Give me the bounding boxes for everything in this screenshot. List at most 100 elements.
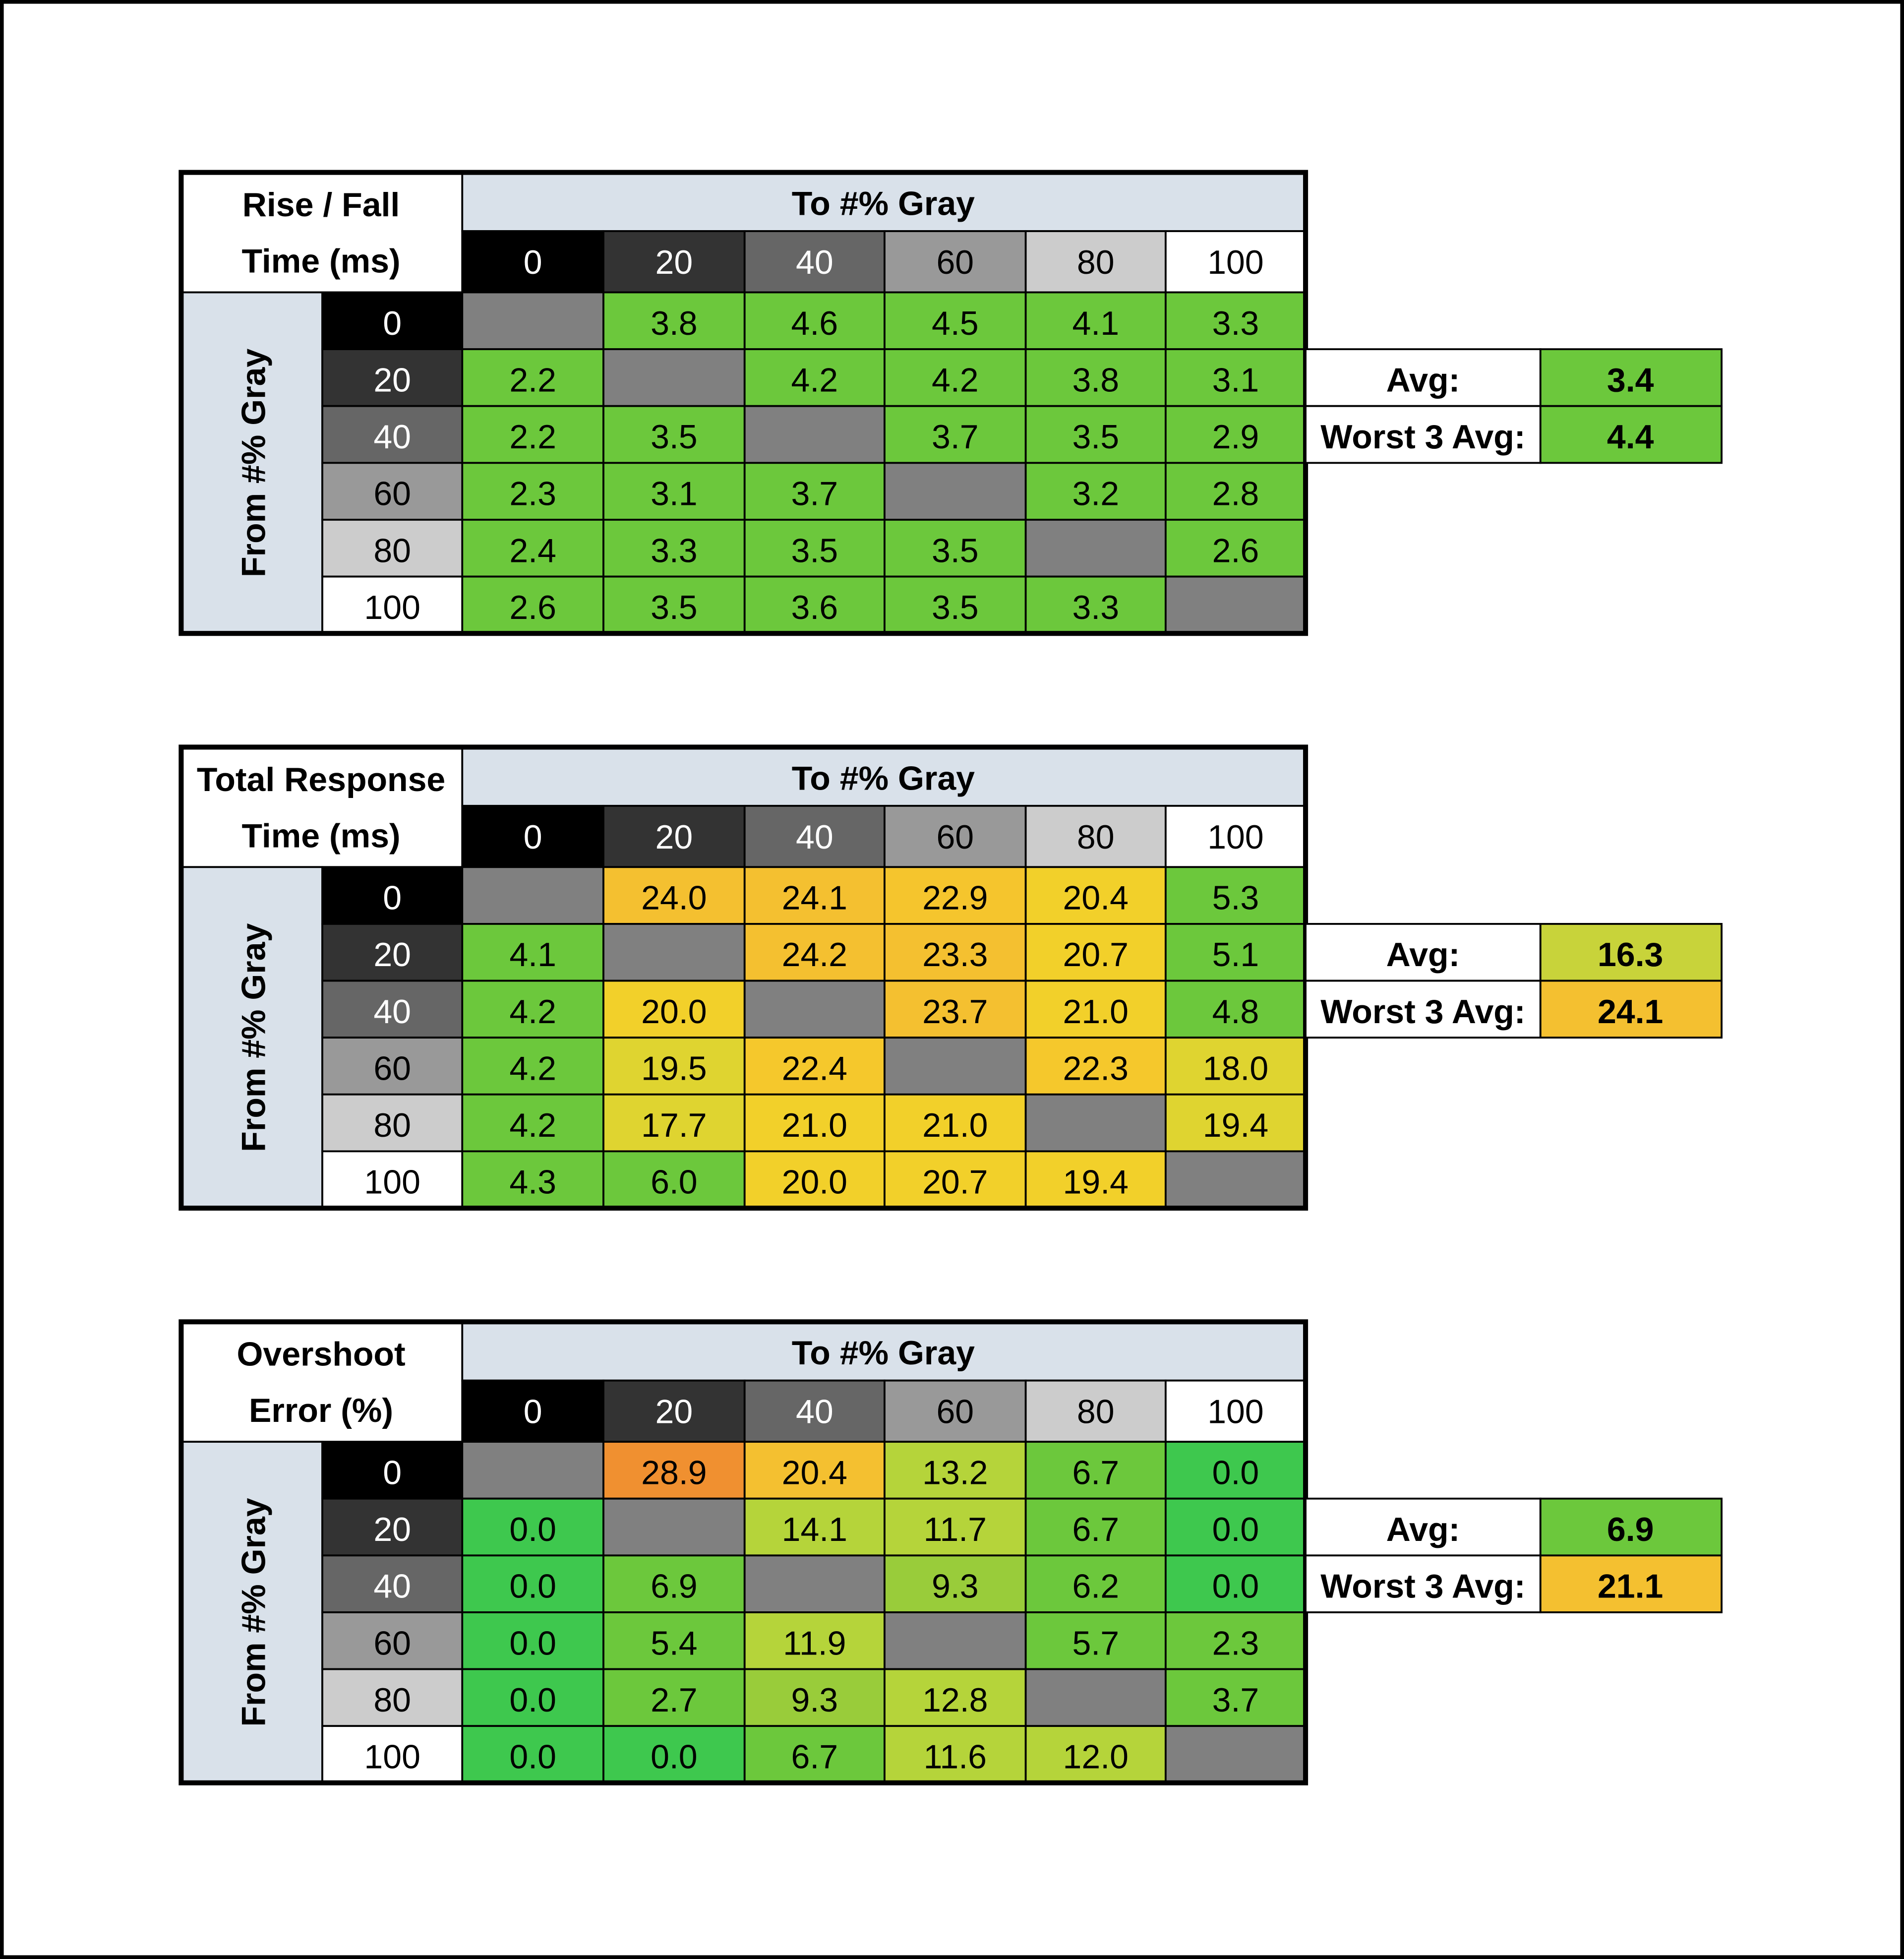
summary-label: Avg: bbox=[1386, 1511, 1460, 1548]
value-cell bbox=[1024, 291, 1167, 350]
table: Overshoot Error (%) To #% Gray 0 20 40 60 80 100… bbox=[178, 1319, 1723, 1785]
cell-value: 2.2 bbox=[509, 418, 556, 456]
cell-value: 3.1 bbox=[651, 475, 698, 513]
cell-value: 0.0 bbox=[509, 1681, 556, 1719]
column-label-cell bbox=[1164, 230, 1307, 294]
summary-label-cell bbox=[1305, 348, 1542, 407]
cell-value: 24.2 bbox=[782, 936, 847, 974]
cell-value: 21.0 bbox=[922, 1106, 988, 1144]
row-label: 0 bbox=[383, 1454, 402, 1491]
column-label-cell bbox=[743, 1379, 886, 1443]
cell-value: 24.1 bbox=[782, 879, 847, 917]
cell-value: 14.1 bbox=[782, 1511, 847, 1548]
cell-value: 4.3 bbox=[509, 1163, 556, 1201]
cell-value: 11.9 bbox=[783, 1624, 846, 1662]
row-label: 80 bbox=[373, 1106, 411, 1144]
empty-cell bbox=[743, 405, 886, 464]
cell-value: 6.7 bbox=[1072, 1511, 1119, 1548]
cell-value: 4.2 bbox=[509, 1106, 556, 1144]
cell-value: 3.3 bbox=[651, 532, 698, 569]
cell-value: 3.8 bbox=[1072, 361, 1119, 399]
cell-value: 5.3 bbox=[1212, 879, 1259, 917]
empty-cell bbox=[461, 1441, 604, 1500]
cell-value: 4.1 bbox=[509, 936, 556, 974]
table: Rise / Fall Time (ms) To #% Gray 0 20 40 60 80 1… bbox=[178, 170, 1723, 636]
summary-label: Worst 3 Avg: bbox=[1320, 1568, 1525, 1605]
summary-label-cell bbox=[1305, 405, 1542, 464]
cell-value: 3.5 bbox=[1072, 418, 1119, 456]
value-cell bbox=[743, 462, 886, 521]
value-cell bbox=[884, 1725, 1027, 1784]
cell-value: 6.7 bbox=[1072, 1454, 1119, 1491]
column-label: 100 bbox=[1207, 818, 1263, 856]
value-cell bbox=[743, 348, 886, 407]
cell-value: 6.2 bbox=[1072, 1568, 1119, 1605]
cell-value: 4.2 bbox=[509, 993, 556, 1031]
column-header: To #% Gray bbox=[792, 1334, 975, 1372]
cell-value: 0.0 bbox=[1212, 1568, 1259, 1605]
table-title: Error (%) bbox=[249, 1392, 393, 1429]
row-label-cell bbox=[321, 866, 464, 925]
value-cell bbox=[461, 575, 604, 635]
value-cell bbox=[884, 575, 1027, 635]
column-label: 40 bbox=[796, 244, 833, 281]
value-cell bbox=[743, 1037, 886, 1096]
cell-value: 12.0 bbox=[1063, 1738, 1129, 1776]
cell-value: 0.0 bbox=[1212, 1454, 1259, 1491]
row-label: 20 bbox=[373, 361, 411, 399]
row-label: 60 bbox=[373, 1049, 411, 1087]
cell-value: 0.0 bbox=[509, 1568, 556, 1605]
row-label-cell bbox=[321, 1611, 464, 1670]
column-header: To #% Gray bbox=[792, 759, 975, 797]
value-cell bbox=[1164, 1611, 1307, 1670]
column-label: 0 bbox=[524, 244, 542, 281]
cell-value: 6.7 bbox=[791, 1738, 838, 1776]
value-cell bbox=[602, 575, 746, 635]
summary-value-cell bbox=[1539, 348, 1723, 407]
empty-cell bbox=[602, 923, 746, 982]
cell-value: 3.7 bbox=[791, 475, 838, 513]
row-label: 20 bbox=[373, 936, 411, 974]
value-cell bbox=[884, 405, 1027, 464]
cell-value: 20.7 bbox=[922, 1163, 988, 1201]
summary-label: Avg: bbox=[1386, 936, 1460, 974]
column-label: 0 bbox=[524, 1393, 542, 1431]
cell-value: 2.8 bbox=[1212, 475, 1259, 513]
cell-value: 3.3 bbox=[1072, 589, 1119, 626]
column-label: 80 bbox=[1077, 244, 1115, 281]
row-header: From #% Gray bbox=[235, 1498, 272, 1726]
empty-cell bbox=[884, 1037, 1027, 1096]
cell-value: 3.8 bbox=[651, 305, 698, 342]
value-cell bbox=[1164, 348, 1307, 407]
value-cell bbox=[1024, 1441, 1167, 1500]
table-title: Time (ms) bbox=[242, 243, 401, 280]
value-cell bbox=[461, 1668, 604, 1727]
value-cell bbox=[743, 519, 886, 578]
title-cell bbox=[180, 746, 464, 868]
column-label-cell bbox=[1164, 1379, 1307, 1443]
cell-value: 17.7 bbox=[641, 1106, 707, 1144]
summary-value-cell bbox=[1539, 980, 1723, 1039]
cell-value: 4.2 bbox=[791, 361, 838, 399]
cell-value: 4.6 bbox=[791, 305, 838, 342]
summary-value: 6.9 bbox=[1607, 1511, 1654, 1548]
title-cell bbox=[180, 171, 464, 294]
column-label-cell bbox=[461, 804, 604, 868]
row-label: 60 bbox=[373, 1624, 411, 1662]
value-cell bbox=[743, 1668, 886, 1727]
value-cell bbox=[1164, 866, 1307, 925]
cell-value: 2.2 bbox=[509, 361, 556, 399]
cell-value: 4.1 bbox=[1072, 305, 1119, 342]
column-label: 60 bbox=[936, 1393, 974, 1431]
column-label: 20 bbox=[655, 244, 693, 281]
cell-value: 3.5 bbox=[932, 589, 979, 626]
value-cell bbox=[1024, 348, 1167, 407]
value-cell bbox=[743, 1150, 886, 1209]
cell-value: 3.7 bbox=[1212, 1681, 1259, 1719]
value-cell bbox=[884, 866, 1027, 925]
row-label: 80 bbox=[373, 532, 411, 569]
cell-value: 11.7 bbox=[924, 1511, 987, 1548]
column-label: 20 bbox=[655, 1393, 693, 1431]
value-cell bbox=[461, 462, 604, 521]
cell-value: 21.0 bbox=[782, 1106, 847, 1144]
